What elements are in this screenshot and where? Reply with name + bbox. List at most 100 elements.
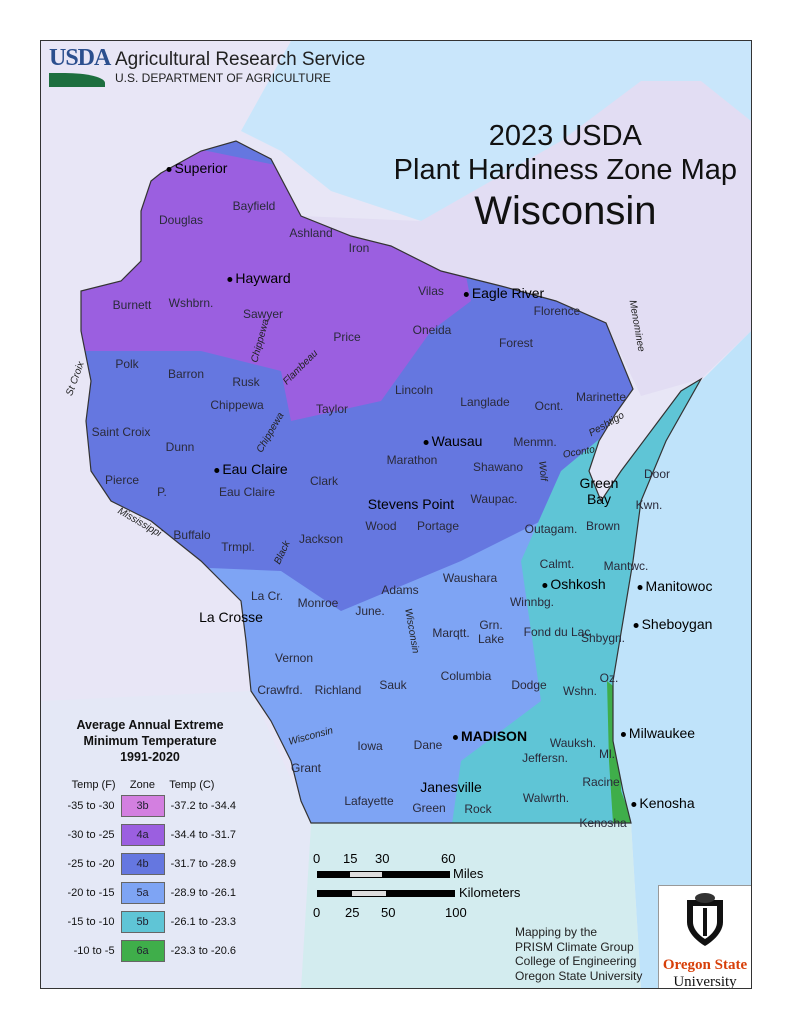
county-label: Langlade: [460, 395, 510, 409]
zone-swatch: 3b: [120, 794, 165, 817]
county-label: Iowa: [357, 739, 383, 753]
city-name: Milwaukee: [628, 725, 696, 741]
legend-temp-f: -30 to -25: [67, 828, 115, 841]
county-label: Bayfield: [232, 199, 276, 213]
legend-temp-f: -20 to -15: [67, 886, 115, 899]
county-label: La Cr.: [250, 589, 284, 603]
city-dot-icon: [620, 731, 626, 737]
city-name: Oshkosh: [550, 576, 606, 592]
agency-name: Agricultural Research Service: [115, 49, 366, 70]
county-label: Crawfrd.: [257, 683, 303, 697]
legend-header-temp-f: Temp (F): [71, 779, 116, 791]
usda-logo-text: USDA: [49, 45, 111, 71]
city-name: Superior: [174, 160, 228, 176]
county-label: Dunn: [165, 440, 195, 454]
county-label: Walwrth.: [522, 791, 570, 805]
city-label: Hayward: [227, 270, 291, 286]
city-name: Eagle River: [471, 285, 545, 301]
km-tick: 25: [345, 905, 360, 920]
city-label: Eau Claire: [214, 461, 288, 477]
county-label: Kenosha: [579, 816, 627, 830]
credit-line: College of Engineering: [515, 954, 637, 968]
city-dot-icon: [423, 439, 429, 445]
city-name: Wausau: [431, 433, 483, 449]
miles-tick: 15: [343, 851, 358, 866]
city-label: Manitowoc: [637, 578, 713, 594]
city-label: La Crosse: [199, 609, 263, 625]
county-label: Florence: [533, 304, 581, 318]
city-label: Milwaukee: [620, 725, 696, 741]
city-dot-icon: [633, 622, 639, 628]
legend-temp-c: -26.1 to -23.3: [170, 915, 236, 928]
county-label: Fond du Lac: [523, 625, 591, 639]
miles-tick: 60: [441, 851, 456, 866]
county-label: Oneida: [412, 323, 452, 337]
credit-line: Oregon State University: [515, 968, 643, 983]
county-label: Vilas: [418, 284, 444, 298]
miles-bar: [317, 871, 450, 878]
city-name: La Crosse: [199, 609, 263, 625]
county-label: Monroe: [297, 596, 339, 610]
title-line-2: Plant Hardiness Zone Map: [393, 154, 737, 186]
county-label: Wshn.: [562, 684, 598, 698]
city-label: Sheboygan: [633, 616, 712, 632]
county-label: Iron: [348, 241, 370, 255]
city-name: MADISON: [460, 728, 528, 744]
zone-swatch: 4a: [120, 823, 165, 846]
osu-shield-icon: [687, 893, 723, 946]
county-label: Marinette: [575, 390, 627, 404]
map-frame: USDA Agricultural Research Service U.S. …: [40, 40, 752, 989]
county-label: Ocnt.: [534, 399, 564, 413]
city-dot-icon: [214, 467, 220, 473]
county-label: Oz.: [599, 671, 619, 685]
county-label: Waushara: [442, 571, 498, 585]
legend-temp-f: -10 to -5: [73, 944, 115, 957]
county-label: Columbia: [440, 669, 492, 683]
county-label: Shawano: [472, 460, 524, 474]
county-label: Lincoln: [394, 383, 434, 397]
county-label: Sawyer: [242, 307, 284, 321]
county-label: Kwn.: [635, 498, 663, 512]
river-label: Wolf: [536, 460, 549, 482]
city-name: Manitowoc: [645, 578, 713, 594]
oregon-state-logo: Oregon State University: [658, 885, 751, 988]
city-name: Green Bay: [579, 475, 619, 507]
county-label: Taylor: [315, 402, 349, 416]
legend-temp-c: -34.4 to -31.7: [170, 828, 236, 841]
km-bar: [317, 890, 455, 897]
county-label: Jeffersn.: [522, 751, 568, 765]
zone-swatch: 4b: [120, 852, 165, 875]
county-label: Barron: [167, 367, 205, 381]
credit-line: Mapping by the: [515, 925, 598, 939]
county-label: Vernon: [274, 651, 314, 665]
county-label: Clark: [309, 474, 339, 488]
legend-row-zone-4a: -30 to -25 4a -34.4 to -31.7: [55, 820, 245, 849]
miles-label: Miles: [453, 866, 484, 881]
legend-row-zone-4b: -25 to -20 4b -31.7 to -28.9: [55, 849, 245, 878]
city-name: Eau Claire: [222, 461, 288, 477]
zone-swatch: 6a: [120, 939, 165, 962]
miles-tick: 30: [375, 851, 390, 866]
city-label: Kenosha: [631, 795, 695, 811]
legend-header-temp-c: Temp (C): [169, 779, 215, 791]
legend-row-zone-5a: -20 to -15 5a -28.9 to -26.1: [55, 878, 245, 907]
legend-temp-c: -28.9 to -26.1: [170, 886, 236, 899]
legend-header-zone: Zone: [129, 779, 155, 791]
city-label: Green Bay: [576, 475, 622, 507]
county-label: Forest: [498, 336, 534, 350]
city-label: MADISON: [452, 728, 528, 744]
city-name: Stevens Point: [367, 496, 455, 512]
legend-title-3: 1991-2020: [120, 750, 180, 764]
county-label: Saint Croix: [91, 425, 151, 439]
county-label: Richland: [314, 683, 362, 697]
km-tick: 100: [445, 905, 467, 920]
county-label: Portage: [416, 519, 460, 533]
county-label: Racine: [582, 775, 620, 789]
city-dot-icon: [227, 276, 233, 282]
county-label: Polk: [115, 357, 139, 371]
city-label: Wausau: [423, 433, 483, 449]
legend-row-zone-3b: -35 to -30 3b -37.2 to -34.4: [55, 791, 245, 820]
legend-header: Temp (F) Zone Temp (C): [55, 779, 245, 791]
county-label: Jackson: [298, 532, 344, 546]
hardiness-map: [41, 41, 751, 988]
